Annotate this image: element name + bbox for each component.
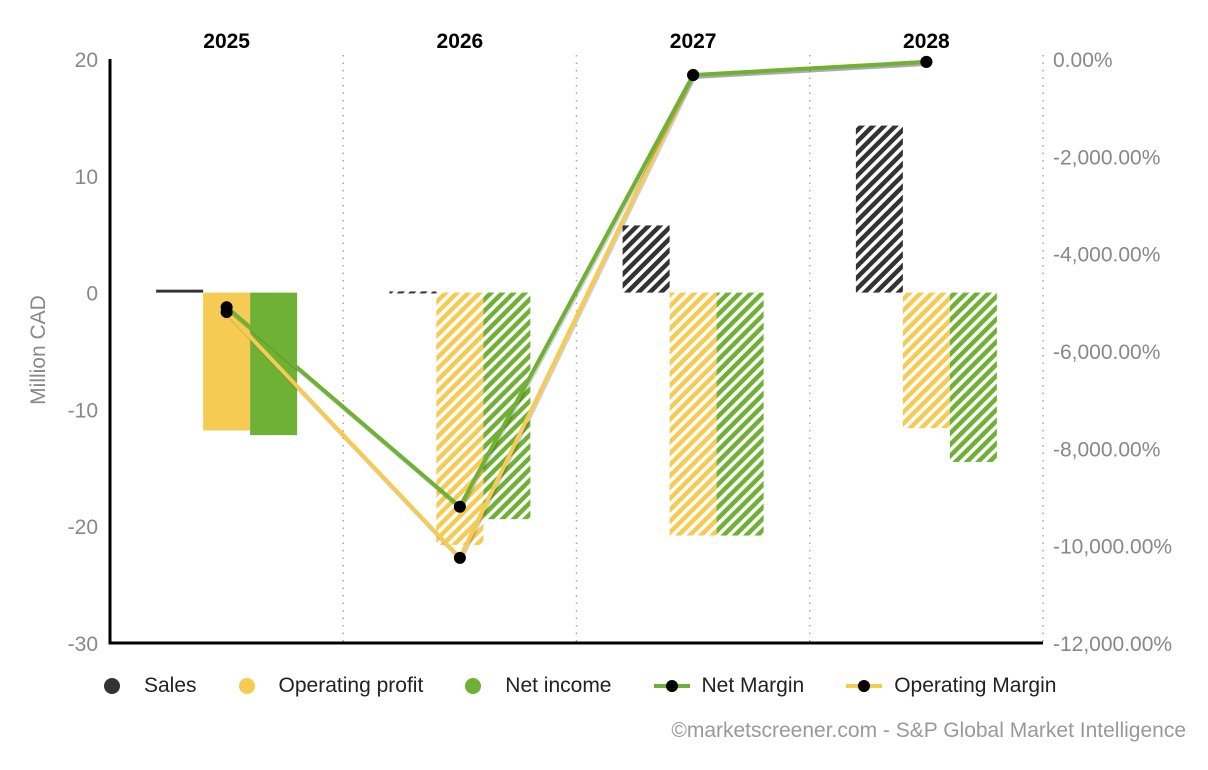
- line-net-margin: [225, 59, 927, 510]
- bars: [156, 125, 997, 545]
- right-tick-label: -12,000.00%: [1053, 633, 1172, 656]
- legend-item-net-margin[interactable]: Net Margin: [653, 674, 805, 698]
- category-label: 2026: [437, 30, 484, 53]
- category-label: 2025: [203, 30, 250, 53]
- legend-label: Operating Margin: [894, 674, 1057, 697]
- legend-item-net-income[interactable]: Net income: [465, 674, 612, 698]
- left-tick-label: 20: [75, 49, 98, 72]
- point-operating-margin-2027: [687, 69, 700, 82]
- right-tick-label: -10,000.00%: [1053, 536, 1172, 559]
- bar-net-income-2026: [483, 292, 531, 520]
- left-tick-label: 0: [86, 283, 98, 306]
- bar-sales-2027: [622, 225, 670, 293]
- legend-label: Operating profit: [278, 674, 424, 697]
- legend-item-operating-margin[interactable]: Operating Margin: [846, 674, 1056, 698]
- right-tick-label: -2,000.00%: [1053, 146, 1160, 169]
- right-tick-label: 0.00%: [1053, 49, 1113, 72]
- left-tick-label: -20: [68, 516, 98, 539]
- point-operating-margin-2028: [920, 55, 933, 68]
- legend-item-sales[interactable]: Sales: [104, 674, 197, 698]
- operating-margin-line-icon: [846, 678, 883, 694]
- net-margin-line-icon: [653, 678, 690, 694]
- bar-operating-profit-2028: [902, 292, 950, 429]
- operating-profit-dot-icon: [238, 678, 255, 694]
- axes: [108, 59, 1043, 645]
- category-label: 2027: [670, 30, 717, 53]
- bar-sales-2026: [389, 291, 437, 294]
- right-tick-label: -4,000.00%: [1053, 244, 1160, 267]
- left-tick-label: -10: [68, 399, 98, 422]
- bar-net-income-2027: [716, 292, 764, 536]
- legend: Sales Operating profit Net income Net Ma…: [104, 674, 1098, 698]
- right-tick-label: -6,000.00%: [1053, 341, 1160, 364]
- bar-sales-2025: [156, 289, 204, 293]
- labels: 20 10 0 -10 -20 -30 0.00% -2,000.00% -4,000.00% -…: [27, 30, 1172, 656]
- net-income-dot-icon: [465, 678, 482, 694]
- left-tick-label: -30: [68, 633, 98, 656]
- point-operating-margin-2026: [453, 551, 466, 564]
- lines: [220, 55, 933, 564]
- credit: ©marketscreener.com - S&P Global Market …: [671, 719, 1186, 742]
- bar-net-income-2028: [949, 292, 997, 462]
- legend-label: Net income: [505, 674, 612, 697]
- left-tick-label: 10: [75, 166, 98, 189]
- legend-label: Net Margin: [701, 674, 805, 697]
- category-label: 2028: [903, 30, 950, 53]
- point-operating-margin-2025: [220, 306, 233, 319]
- legend-label: Sales: [144, 674, 197, 697]
- point-net-margin-2026: [453, 500, 466, 513]
- grid: [342, 55, 1044, 643]
- bar-operating-profit-2027: [669, 292, 717, 536]
- right-tick-label: -8,000.00%: [1053, 438, 1160, 461]
- legend-item-operating-profit[interactable]: Operating profit: [238, 674, 424, 698]
- bar-sales-2028: [855, 125, 903, 293]
- sales-dot-icon: [104, 678, 120, 694]
- y-axis-title: Million CAD: [27, 295, 50, 405]
